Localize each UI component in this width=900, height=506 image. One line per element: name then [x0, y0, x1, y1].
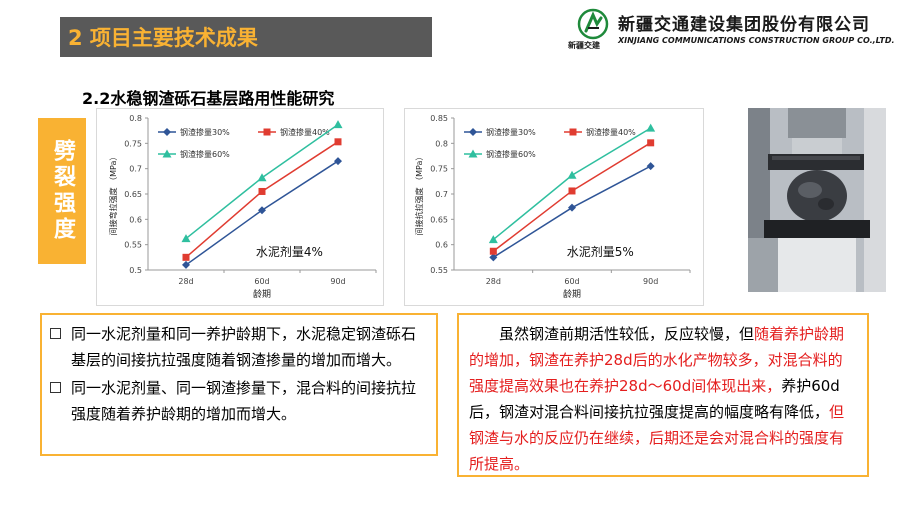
data-point	[257, 173, 267, 182]
data-point	[568, 203, 576, 212]
data-point	[182, 260, 190, 269]
x-tick-label: 60d	[254, 277, 269, 286]
data-point	[468, 149, 478, 158]
company-name-en: XINJIANG COMMUNICATIONS CONSTRUCTION GRO…	[618, 36, 895, 45]
data-point	[488, 235, 498, 244]
test-machine-illustration	[748, 108, 886, 292]
y-axis-label: 间接抗拉强度 （MPa）	[414, 153, 424, 236]
list-item: 同一水泥剂量、同一钢渣掺量下，混合料的间接抗拉强度随着养护龄期的增加而增大。	[50, 375, 428, 427]
header-bar	[60, 17, 432, 57]
x-axis-label: 龄期	[563, 288, 581, 300]
series-line	[185, 141, 339, 258]
y-tick-label: 0.7	[129, 165, 142, 174]
y-tick-label: 0.55	[430, 266, 448, 275]
data-point	[569, 128, 577, 136]
data-point	[182, 253, 190, 261]
legend-entry: 钢渣掺量60%	[180, 149, 230, 159]
y-tick-label: 0.85	[430, 114, 448, 123]
test-machine-photo	[748, 108, 886, 292]
series-line	[492, 127, 652, 241]
data-point	[258, 187, 266, 195]
legend-entry: 钢渣掺量30%	[486, 127, 536, 137]
logo-icon	[577, 8, 609, 40]
series-line	[492, 165, 652, 258]
analysis-paragraph: 虽然钢渣前期活性较低，反应较慢，但随着养护龄期的增加，钢渣在养护28d后的水化产…	[469, 321, 857, 477]
data-point	[646, 162, 655, 171]
x-tick-label: 90d	[643, 277, 658, 286]
data-point	[489, 247, 497, 255]
x-axis-label: 龄期	[253, 288, 271, 300]
y-tick-label: 0.75	[430, 165, 448, 174]
data-point	[334, 157, 342, 166]
legend-entry: 钢渣掺量40%	[280, 127, 330, 137]
y-tick-label: 0.8	[435, 139, 448, 148]
text-seg-1: 虽然钢渣前期活性较低，反应较慢，但	[499, 325, 755, 343]
y-tick-label: 0.75	[124, 139, 142, 148]
conclusion-box-left: 同一水泥剂量和同一养护龄期下，水泥稳定钢渣砾石基层的间接抗拉强度随着钢渣掺量的增…	[40, 313, 438, 456]
x-tick-label: 28d	[486, 277, 501, 286]
y-tick-label: 0.8	[129, 114, 142, 123]
chart-2: 0.55 0.6 0.65 0.7 0.75 0.8 0.85 28d 60d 90d 龄期 间接抗拉…	[414, 114, 691, 300]
data-point	[647, 139, 655, 147]
text-seg-2-red: 随着养护龄期的增加，钢渣在养护28d后的水化产物较多，对混合料的强度提高效果也在…	[469, 325, 845, 395]
data-point	[469, 128, 477, 136]
legend-entry: 钢渣掺量40%	[586, 127, 636, 137]
data-point	[567, 170, 577, 179]
checkbox-square-icon	[50, 328, 61, 339]
data-point	[181, 234, 191, 243]
series-line	[492, 142, 652, 252]
data-point	[258, 206, 266, 215]
list-item: 同一水泥剂量和同一养护龄期下，水泥稳定钢渣砾石基层的间接抗拉强度随着钢渣掺量的增…	[50, 321, 428, 373]
data-point	[568, 187, 576, 195]
company-name-cn: 新疆交通建设集团股份有限公司	[618, 15, 870, 35]
data-point	[163, 128, 171, 136]
y-tick-label: 0.7	[435, 190, 448, 199]
data-point	[489, 253, 498, 262]
bullet-text: 同一水泥剂量和同一养护龄期下，水泥稳定钢渣砾石基层的间接抗拉强度随着钢渣掺量的增…	[71, 325, 417, 369]
y-axis-label: 间接弯拉强度 （MPa）	[108, 153, 118, 236]
chart-annotation: 水泥剂量5%	[567, 244, 634, 259]
legend-entry: 钢渣掺量60%	[486, 149, 536, 159]
data-point	[333, 120, 343, 129]
side-label: 劈裂强度	[38, 118, 86, 264]
y-tick-label: 0.65	[124, 190, 142, 199]
y-tick-label: 0.6	[129, 215, 142, 224]
x-tick-label: 90d	[330, 277, 345, 286]
chart-annotation: 水泥剂量4%	[256, 244, 323, 259]
conclusion-box-right: 虽然钢渣前期活性较低，反应较慢，但随着养护龄期的增加，钢渣在养护28d后的水化产…	[457, 313, 869, 477]
text-seg-3: 养护60d后，钢渣对混合料间接抗拉强度提高的幅度略有降低，	[469, 377, 840, 421]
section-title: 2.2水稳钢渣砾石基层路用性能研究	[82, 89, 335, 108]
data-point	[334, 138, 342, 146]
series-line	[185, 123, 339, 240]
logo-short-name: 新疆交建	[568, 41, 600, 50]
data-point	[646, 123, 656, 132]
y-tick-label: 0.55	[124, 241, 142, 250]
bullet-text: 同一水泥剂量、同一钢渣掺量下，混合料的间接抗拉强度随着养护龄期的增加而增大。	[71, 379, 417, 423]
legend-entry: 钢渣掺量30%	[180, 127, 230, 137]
y-tick-label: 0.65	[430, 215, 448, 224]
x-tick-label: 28d	[178, 277, 193, 286]
x-tick-label: 60d	[564, 277, 579, 286]
text-seg-4-red: 但钢渣与水的反应仍在继续，后期还是会对混合料的强度有所提高。	[469, 403, 845, 473]
y-tick-label: 0.6	[435, 241, 448, 250]
side-label-text: 劈裂强度	[50, 139, 75, 243]
data-point	[263, 128, 271, 136]
y-tick-label: 0.5	[129, 266, 142, 275]
checkbox-square-icon	[50, 382, 61, 393]
data-point	[162, 149, 172, 158]
page-title: 2 项目主要技术成果	[68, 26, 258, 50]
chart-1: 0.5 0.55 0.6 0.65 0.7 0.75 0.8 28d 60d 90d 龄期 间接弯拉强…	[108, 114, 377, 300]
